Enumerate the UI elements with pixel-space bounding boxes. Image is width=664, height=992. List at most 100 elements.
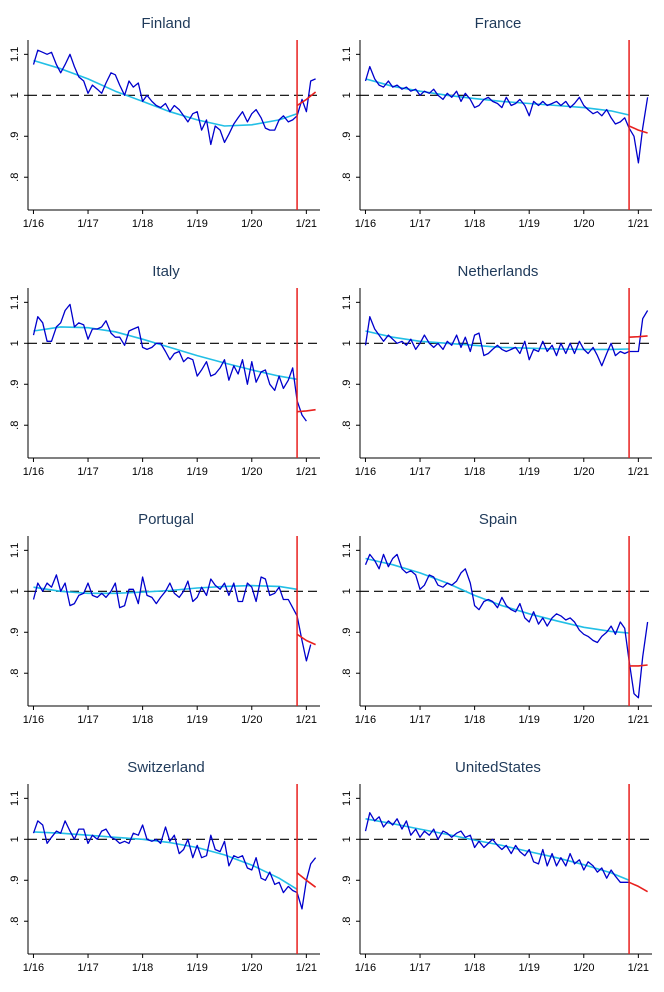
chart-title: Finland bbox=[141, 15, 191, 32]
panel-finland: Finland .8 .9 1 1.1 1/16 1/17 1/18 1/19 1/20 1/21 bbox=[0, 0, 332, 248]
y-tick-label: 1.1 bbox=[9, 295, 21, 310]
x-tick-label: 1/17 bbox=[77, 962, 98, 974]
plot-switzerland: .8 .9 1 1.1 1/16 1/17 1/18 1/19 1/20 1/21 bbox=[9, 784, 320, 974]
x-tick-label: 1/20 bbox=[573, 218, 594, 230]
y-tick-label: .9 bbox=[341, 132, 353, 141]
y-tick-label: .9 bbox=[341, 876, 353, 885]
x-tick-label: 1/16 bbox=[355, 962, 376, 974]
chart-title: France bbox=[474, 15, 522, 32]
plot-finland: .8 .9 1 1.1 1/16 1/17 1/18 1/19 1/20 1/21 bbox=[9, 40, 320, 230]
chart-title: Spain bbox=[478, 511, 518, 528]
y-tick-label: .9 bbox=[341, 628, 353, 637]
y-tick-label: .9 bbox=[341, 380, 353, 389]
series-trend-line bbox=[365, 818, 630, 882]
x-tick-label: 1/19 bbox=[518, 962, 539, 974]
series-projection-line bbox=[296, 872, 317, 888]
x-tick-label: 1/18 bbox=[132, 962, 153, 974]
y-tick-label: 1 bbox=[9, 340, 21, 346]
x-tick-label: 1/18 bbox=[464, 466, 485, 478]
x-tick-label: 1/18 bbox=[132, 714, 153, 726]
x-tick-label: 1/16 bbox=[355, 218, 376, 230]
x-tick-label: 1/20 bbox=[241, 714, 262, 726]
x-tick-label: 1/19 bbox=[186, 218, 207, 230]
series-trend-line bbox=[365, 330, 630, 351]
series-actual-line bbox=[32, 574, 312, 662]
y-tick-label: 1.1 bbox=[341, 791, 353, 806]
x-tick-label: 1/20 bbox=[573, 962, 594, 974]
y-tick-label: 1.1 bbox=[9, 47, 21, 62]
x-tick-label: 1/20 bbox=[573, 714, 594, 726]
x-tick-label: 1/21 bbox=[628, 218, 649, 230]
y-tick-label: .9 bbox=[9, 380, 21, 389]
y-tick-label: 1 bbox=[9, 588, 21, 594]
plot-portugal: .8 .9 1 1.1 1/16 1/17 1/18 1/19 1/20 1/21 bbox=[9, 536, 320, 726]
panel-portugal: Portugal .8 .9 1 1.1 1/16 1/17 1/18 1/19 1/20 1/21 bbox=[0, 496, 332, 744]
y-tick-label: 1.1 bbox=[9, 543, 21, 558]
series-actual-line bbox=[32, 820, 317, 910]
y-tick-label: 1 bbox=[341, 588, 353, 594]
x-tick-label: 1/20 bbox=[573, 466, 594, 478]
panel-unitedstates: UnitedStates .8 .9 1 1.1 1/16 1/17 1/18 1/19 1/20… bbox=[332, 744, 664, 992]
x-tick-label: 1/19 bbox=[186, 962, 207, 974]
series-trend-line bbox=[33, 59, 298, 127]
panel-spain: Spain .8 .9 1 1.1 1/16 1/17 1/18 1/19 1/20 1/21 bbox=[332, 496, 664, 744]
x-tick-label: 1/16 bbox=[23, 962, 44, 974]
y-tick-label: 1.1 bbox=[341, 543, 353, 558]
series-actual-line bbox=[32, 49, 316, 146]
y-tick-label: .8 bbox=[341, 917, 353, 926]
x-tick-label: 1/19 bbox=[518, 466, 539, 478]
series-projection-line bbox=[628, 125, 648, 134]
y-tick-label: 1 bbox=[9, 836, 21, 842]
chart-title: Switzerland bbox=[127, 759, 205, 776]
x-tick-label: 1/17 bbox=[409, 962, 430, 974]
series-actual-line bbox=[364, 310, 649, 367]
x-tick-label: 1/17 bbox=[409, 218, 430, 230]
x-tick-label: 1/18 bbox=[464, 218, 485, 230]
x-tick-label: 1/21 bbox=[296, 218, 317, 230]
y-tick-label: .8 bbox=[341, 421, 353, 430]
chart-title: UnitedStates bbox=[455, 759, 541, 776]
x-tick-label: 1/18 bbox=[132, 466, 153, 478]
series-actual-line bbox=[364, 553, 649, 699]
x-tick-label: 1/18 bbox=[464, 962, 485, 974]
plot-spain: .8 .9 1 1.1 1/16 1/17 1/18 1/19 1/20 1/21 bbox=[341, 536, 652, 726]
series-trend-line bbox=[33, 584, 298, 595]
x-tick-label: 1/17 bbox=[409, 466, 430, 478]
y-tick-label: .8 bbox=[341, 173, 353, 182]
series-trend-line bbox=[33, 326, 298, 381]
y-tick-label: 1 bbox=[341, 92, 353, 98]
series-projection-line bbox=[297, 408, 316, 413]
x-tick-label: 1/16 bbox=[23, 466, 44, 478]
x-tick-label: 1/21 bbox=[628, 466, 649, 478]
x-tick-label: 1/18 bbox=[464, 714, 485, 726]
y-tick-label: 1.1 bbox=[9, 791, 21, 806]
y-tick-label: 1.1 bbox=[341, 295, 353, 310]
x-tick-label: 1/17 bbox=[77, 466, 98, 478]
series-actual-line bbox=[364, 65, 649, 164]
y-tick-label: .8 bbox=[9, 917, 21, 926]
y-tick-label: .8 bbox=[341, 669, 353, 678]
series-trend-line bbox=[365, 557, 630, 634]
panel-netherlands: Netherlands .8 .9 1 1.1 1/16 1/17 1/18 1/19 1/20 1… bbox=[332, 248, 664, 496]
panel-switzerland: Switzerland .8 .9 1 1.1 1/16 1/17 1/18 1/19 1/20 1… bbox=[0, 744, 332, 992]
x-tick-label: 1/21 bbox=[296, 714, 317, 726]
x-tick-label: 1/16 bbox=[23, 714, 44, 726]
panel-italy: Italy .8 .9 1 1.1 1/16 1/17 1/18 1/19 1/20 1/21 bbox=[0, 248, 332, 496]
y-tick-label: 1 bbox=[341, 836, 353, 842]
x-tick-label: 1/16 bbox=[23, 218, 44, 230]
series-projection-line bbox=[296, 633, 316, 646]
x-tick-label: 1/21 bbox=[296, 466, 317, 478]
x-tick-label: 1/18 bbox=[132, 218, 153, 230]
x-tick-label: 1/19 bbox=[186, 714, 207, 726]
series-projection-line bbox=[629, 335, 648, 338]
panel-france: France .8 .9 1 1.1 1/16 1/17 1/18 1/19 1/20 1/21 bbox=[332, 0, 664, 248]
x-tick-label: 1/21 bbox=[628, 714, 649, 726]
y-tick-label: .9 bbox=[9, 876, 21, 885]
series-projection-line bbox=[628, 881, 648, 893]
series-trend-line bbox=[33, 831, 298, 890]
series-projection-line bbox=[629, 664, 648, 667]
plot-italy: .8 .9 1 1.1 1/16 1/17 1/18 1/19 1/20 1/21 bbox=[9, 288, 320, 478]
y-tick-label: 1 bbox=[341, 340, 353, 346]
x-tick-label: 1/16 bbox=[355, 466, 376, 478]
